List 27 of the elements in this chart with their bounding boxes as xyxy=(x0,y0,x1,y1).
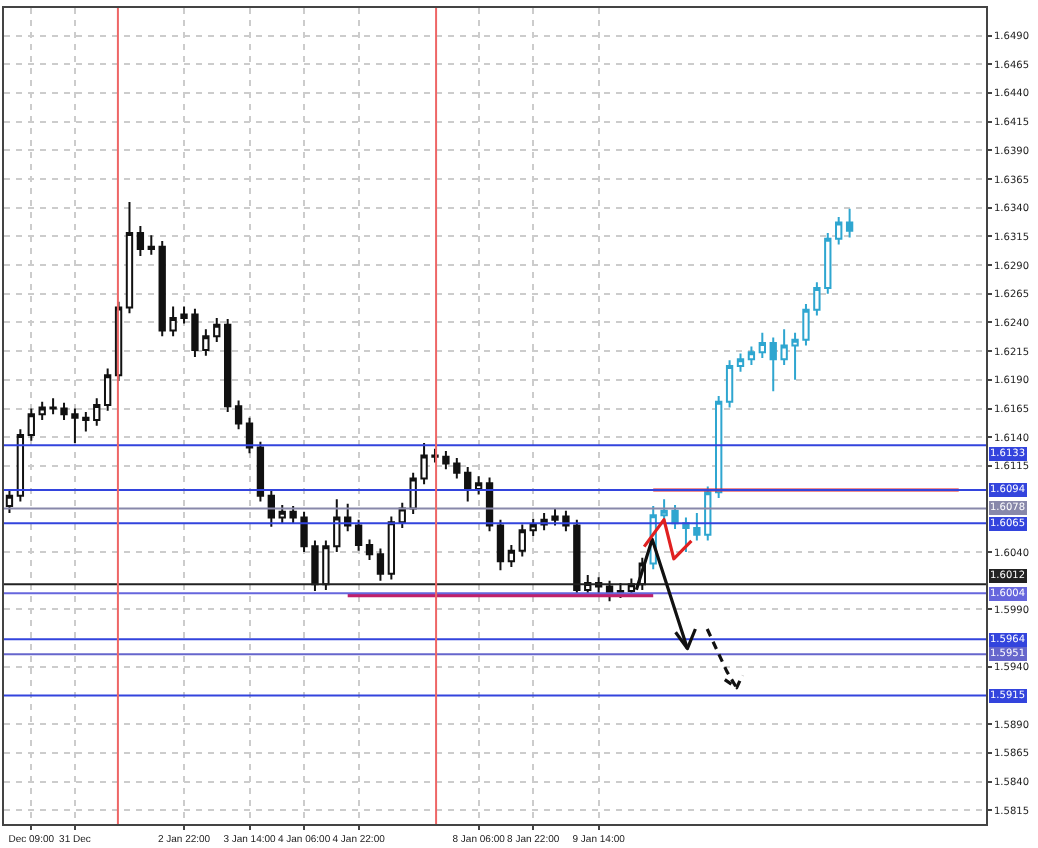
candlestick xyxy=(758,331,766,360)
candlestick xyxy=(518,523,526,558)
candlestick xyxy=(507,544,516,568)
candlestick xyxy=(376,547,385,582)
candlestick xyxy=(103,367,112,412)
candlestick xyxy=(725,359,734,409)
candlestick xyxy=(387,515,396,581)
candlestick xyxy=(496,518,505,572)
candlestick xyxy=(224,318,232,413)
candlestick xyxy=(245,416,254,455)
candlestick xyxy=(16,428,25,503)
candlestick xyxy=(234,399,243,431)
candlestick xyxy=(747,345,756,366)
candlestick xyxy=(365,538,374,562)
candlestick xyxy=(136,225,145,257)
candlestick xyxy=(845,207,854,239)
candlestick xyxy=(256,440,265,503)
candlestick xyxy=(474,475,483,496)
candlestick xyxy=(835,215,843,246)
candlestick xyxy=(354,518,363,552)
candlestick xyxy=(464,466,472,503)
candlestick xyxy=(267,489,275,528)
candlestick xyxy=(125,200,134,315)
candlestick xyxy=(5,487,14,514)
candlestick xyxy=(27,407,35,442)
candlestick xyxy=(147,234,155,256)
candlestick xyxy=(736,352,745,373)
